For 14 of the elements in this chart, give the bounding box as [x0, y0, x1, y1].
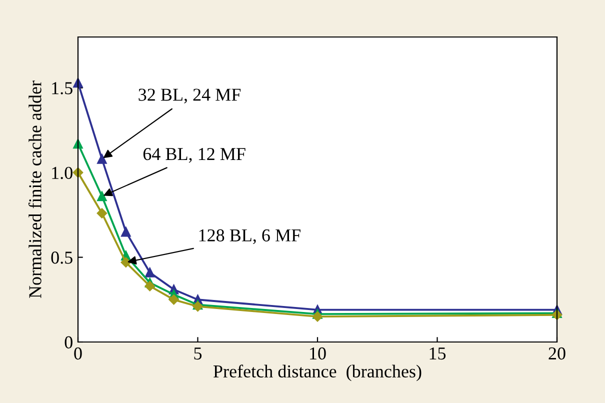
x-axis-title: Prefetch distance (branches) — [213, 364, 422, 382]
text: 128 BL, 6 MF — [199, 229, 300, 244]
x-tick-label: 5 — [194, 348, 202, 360]
text: 32 BL, 24 MF — [138, 88, 241, 104]
x-tick-label: 0 — [74, 347, 82, 360]
x-tick-label: 15 — [430, 347, 446, 360]
y-tick-label: 0.5 — [51, 252, 72, 264]
y-tick-label: 0 — [64, 336, 72, 348]
text: 64 BL, 12 MF — [143, 148, 246, 163]
y-tick-label: 1.0 — [52, 166, 72, 180]
y-tick-label: 1.5 — [52, 82, 72, 94]
x-tick-label: 10 — [310, 347, 326, 360]
x-tick-label: 20 — [548, 347, 566, 360]
y-axis-title: Normalized finite cache adder — [28, 80, 42, 298]
